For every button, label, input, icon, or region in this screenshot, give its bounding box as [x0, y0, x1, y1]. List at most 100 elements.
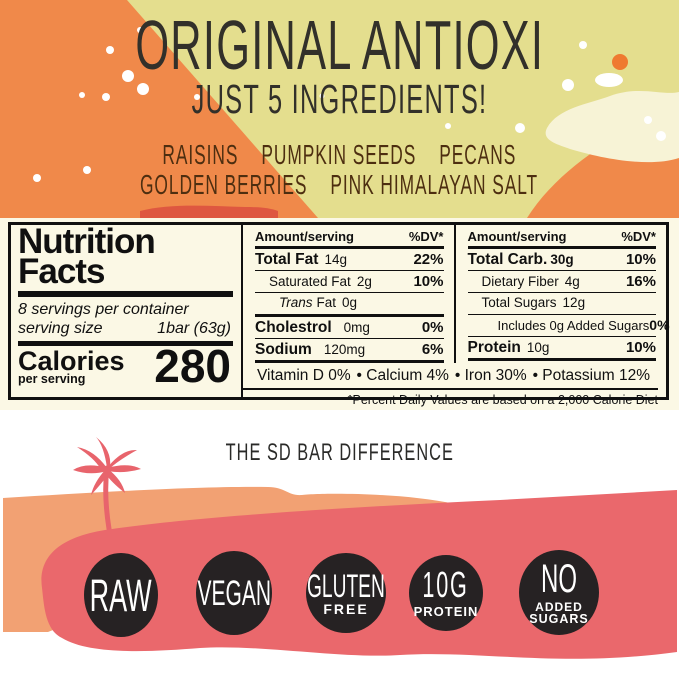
badge-sugars-label: SUGARS: [529, 612, 589, 627]
ingredients-line-2: GOLDEN BERRIES PINK HIMALAYAN SALT: [140, 169, 539, 200]
nutrition-middle-column: Amount/serving %DV* Total Fat 14g 22% Sa…: [243, 225, 454, 363]
nutrient-label: Total Sugars: [481, 295, 557, 310]
cream-blob-shape: [545, 90, 679, 163]
nutrient-row-added-sugars: Includes 0g Added Sugars 0%: [467, 315, 670, 337]
nutrient-dv: 10%: [413, 273, 444, 290]
divider-bar: [18, 291, 233, 297]
footnote-asterisk: *: [347, 393, 353, 407]
serving-size-value: 1bar (63g): [157, 320, 231, 337]
nutrient-dv: 10%: [625, 251, 656, 268]
ingredients-line-1-wrap: RAISINS PUMPKIN SEEDS PECANS: [0, 141, 679, 169]
serving-size-label: serving size: [18, 320, 103, 337]
orange-diagonal-shape: [0, 0, 318, 218]
footnote-text: Percent Daily Values are based on a 2,00…: [352, 393, 659, 407]
nutrition-main-area: Amount/serving %DV* Total Fat 14g 22% Sa…: [243, 225, 670, 407]
difference-section: THE SD BAR DIFFERENCE RAW VEGAN GLUTEN F…: [0, 410, 679, 679]
calories-sublabel: per serving: [18, 372, 86, 386]
column-header-row: Amount/serving %DV*: [255, 227, 444, 249]
calories-row: Calories per serving 280: [18, 340, 233, 392]
nutrient-label: Total Carb.: [467, 251, 548, 268]
nutrient-value: 30g: [550, 252, 574, 267]
dv-footnote: *Percent Daily Values are based on a 2,0…: [243, 390, 666, 407]
badge-vegan-label: VEGAN: [197, 573, 271, 613]
header-background-art: [0, 0, 679, 218]
white-speckles: [33, 27, 666, 182]
nutrient-row-saturated-fat: Saturated Fat 2g 10%: [255, 271, 444, 293]
divider-bar: [18, 341, 233, 346]
badge-gluten-free: GLUTEN FREE: [306, 553, 386, 633]
calories-value: 280: [154, 340, 231, 392]
nutrient-dv: 16%: [625, 273, 656, 290]
nutrient-value: 14g: [324, 252, 347, 267]
column-header-row: Amount/serving %DV*: [467, 227, 656, 249]
micro-iron: • Iron 30%: [454, 367, 527, 384]
ingredients-line-1: RAISINS PUMPKIN SEEDS PECANS: [162, 139, 517, 170]
nutrient-value: 4g: [564, 274, 580, 289]
nutrient-label: Dietary Fiber: [481, 274, 559, 289]
nutrient-value: 12g: [562, 295, 586, 310]
nutrient-value: 0g: [342, 295, 358, 310]
nutrient-row-protein: Protein 10g 10%: [467, 337, 656, 361]
difference-heading: THE SD BAR DIFFERENCE: [225, 439, 454, 466]
nutrition-section: Nutrition Facts 8 servings per container…: [0, 218, 679, 410]
badge-10g-protein: 10G PROTEIN: [409, 555, 483, 631]
nutrient-value: 10g: [526, 340, 550, 355]
badge-raw: RAW: [84, 553, 158, 637]
nutrient-row-sodium: Sodium 120mg 6%: [255, 339, 444, 363]
calories-label-block: Calories per serving: [18, 346, 125, 386]
badge-vegan: VEGAN: [196, 551, 272, 635]
product-title: ORIGINAL ANTIOXI: [135, 6, 544, 84]
nutrient-row-dietary-fiber: Dietary Fiber 4g 16%: [467, 271, 656, 293]
nutrient-value: 120mg: [323, 342, 366, 357]
nutrient-row-trans-fat: Trans Fat 0g: [255, 293, 444, 317]
nutrient-dv: 10%: [625, 339, 656, 356]
micro-potassium: • Potassium 12%: [532, 367, 650, 384]
nutrient-dv: 0%: [421, 319, 444, 336]
badge-no-label: NO: [541, 556, 577, 601]
badge-free-label: FREE: [323, 600, 369, 617]
header-section: ORIGINAL ANTIOXI JUST 5 INGREDIENTS! RAI…: [0, 0, 679, 218]
red-streak-shape: [140, 205, 278, 218]
calories-label: Calories: [18, 346, 125, 376]
servings-per-container: 8 servings per container: [18, 301, 189, 318]
micro-vitamin-d: Vitamin D 0%: [257, 367, 351, 384]
nutrient-row-total-fat: Total Fat 14g 22%: [255, 249, 444, 271]
nutrition-facts-title-line2: Facts: [18, 252, 105, 291]
badge-added-label: ADDED: [535, 599, 583, 614]
nutrient-label: Includes 0g Added Sugars: [497, 318, 650, 333]
badge-gluten-label: GLUTEN: [307, 567, 385, 604]
nutrient-row-total-sugars: Total Sugars 12g: [467, 293, 656, 315]
amount-serving-header: Amount/serving: [255, 229, 354, 244]
nutrient-dv: 22%: [413, 251, 444, 268]
nutrient-label: Fat: [316, 295, 337, 310]
badge-10g-label: 10G: [422, 564, 470, 606]
nutrient-dv: 6%: [421, 341, 444, 358]
badge-raw-label: RAW: [90, 569, 153, 621]
serving-size-row: serving size 1bar (63g): [18, 319, 233, 338]
nutrient-label: Total Fat: [255, 251, 319, 268]
micro-calcium: • Calcium 4%: [356, 367, 449, 384]
badge-no-added-sugars: NO ADDED SUGARS: [519, 550, 599, 635]
nutrient-label: Sodium: [255, 341, 312, 358]
nutrient-value: 0mg: [343, 320, 370, 335]
nutrition-right-column: Amount/serving %DV* Total Carb. 30g 10% …: [453, 225, 670, 363]
product-subtitle-wrap: JUST 5 INGREDIENTS!: [0, 79, 679, 120]
nutrient-row-total-carb: Total Carb. 30g 10%: [467, 249, 656, 271]
badge-protein-label: PROTEIN: [413, 604, 479, 620]
nutrient-dv: 0%: [649, 317, 670, 333]
nutrition-facts-panel: Nutrition Facts 8 servings per container…: [8, 222, 670, 407]
nutrient-label: Protein: [467, 339, 521, 356]
nutrition-columns: Amount/serving %DV* Total Fat 14g 22% Sa…: [243, 225, 670, 363]
nutrition-facts-title-line1: Nutrition: [18, 222, 156, 261]
nutrient-label-italic: Trans: [279, 295, 313, 310]
difference-heading-wrap: THE SD BAR DIFFERENCE: [0, 441, 679, 465]
amount-serving-header: Amount/serving: [467, 229, 567, 244]
dv-header: %DV*: [408, 229, 444, 244]
nutrient-label: Saturated Fat: [269, 274, 351, 289]
nutrient-value: 2g: [356, 274, 372, 289]
dv-header: %DV*: [621, 229, 656, 244]
nutrient-label: Cholestrol: [255, 319, 332, 336]
micronutrients-row: Vitamin D 0% • Calcium 4% • Iron 30% • P…: [243, 363, 658, 390]
ingredients-line-2-wrap: GOLDEN BERRIES PINK HIMALAYAN SALT: [0, 171, 679, 199]
